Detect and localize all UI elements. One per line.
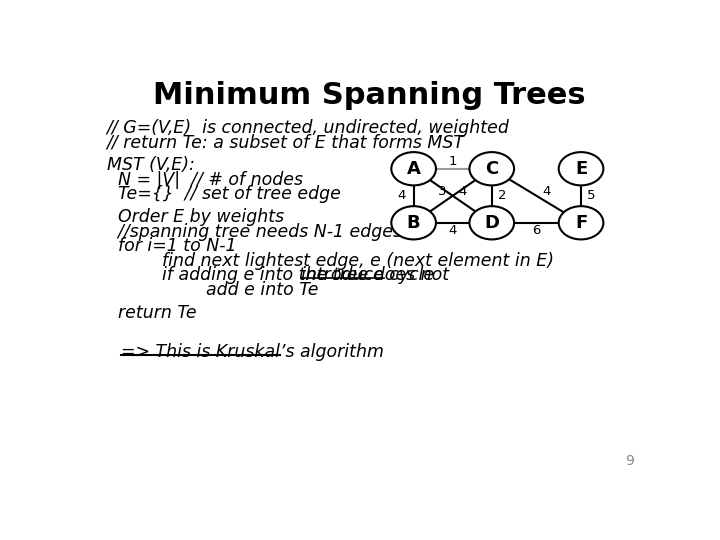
Text: 4: 4: [397, 190, 405, 202]
Text: 2: 2: [498, 190, 506, 202]
Text: Minimum Spanning Trees: Minimum Spanning Trees: [153, 82, 585, 111]
Text: // return Te: a subset of E that forms MST: // return Te: a subset of E that forms M…: [107, 133, 464, 151]
Text: B: B: [407, 214, 420, 232]
Circle shape: [469, 206, 514, 239]
Text: => This is Kruskal’s algorithm: => This is Kruskal’s algorithm: [121, 343, 384, 361]
Text: D: D: [485, 214, 499, 232]
Text: Order E by weights: Order E by weights: [107, 208, 284, 226]
Circle shape: [392, 206, 436, 239]
Text: 3: 3: [438, 185, 447, 198]
Circle shape: [392, 152, 436, 185]
Text: N = |V|  // # of nodes: N = |V| // # of nodes: [107, 171, 302, 189]
Text: //spanning tree needs N-1 edges: //spanning tree needs N-1 edges: [107, 223, 402, 241]
Circle shape: [559, 152, 603, 185]
Text: find next lightest edge, e (next element in E): find next lightest edge, e (next element…: [107, 252, 554, 270]
Text: E: E: [575, 160, 588, 178]
Circle shape: [559, 206, 603, 239]
Text: 4: 4: [449, 224, 457, 237]
Text: MST (V,E):: MST (V,E):: [107, 156, 194, 174]
Text: 5: 5: [587, 190, 595, 202]
Text: A: A: [407, 160, 420, 178]
Text: return Te: return Te: [107, 304, 197, 322]
Text: 1: 1: [449, 155, 457, 168]
Text: if adding e into the tree does not: if adding e into the tree does not: [107, 266, 454, 285]
Text: 4: 4: [459, 185, 467, 198]
Text: add e into Te: add e into Te: [107, 281, 318, 299]
Text: 6: 6: [532, 224, 541, 237]
Text: 9: 9: [625, 454, 634, 468]
Text: C: C: [485, 160, 498, 178]
Text: F: F: [575, 214, 588, 232]
Text: 4: 4: [542, 185, 551, 198]
Circle shape: [469, 152, 514, 185]
Text: // G=(V,E)  is connected, undirected, weighted: // G=(V,E) is connected, undirected, wei…: [107, 119, 510, 137]
Text: Te={}  // set of tree edge: Te={} // set of tree edge: [107, 185, 341, 204]
Text: introduce cycle: introduce cycle: [301, 266, 434, 285]
Text: for i=1 to N-1: for i=1 to N-1: [107, 238, 236, 255]
